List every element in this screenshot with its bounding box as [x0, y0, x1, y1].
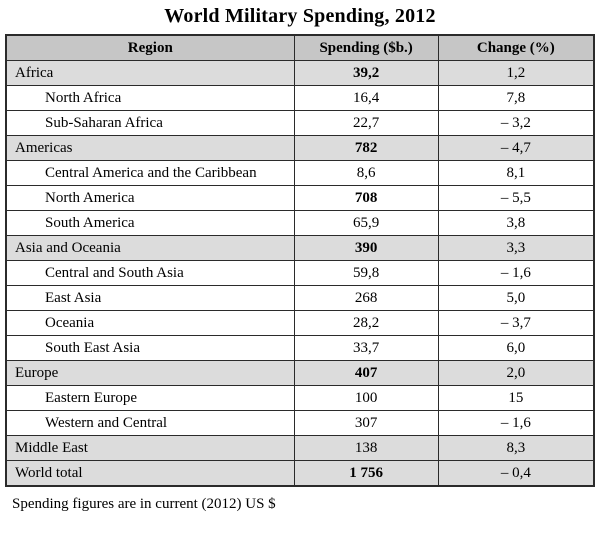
footnote: Spending figures are in current (2012) U…	[12, 496, 276, 512]
region-cell: Middle East	[5, 435, 295, 461]
change-cell: – 1,6	[437, 410, 595, 436]
table-row: Eastern Europe 100 15	[5, 385, 595, 411]
table-row: Asia and Oceania 390 3,3	[5, 235, 595, 261]
table-row: Middle East 138 8,3	[5, 435, 595, 461]
change-cell: 3,3	[437, 235, 595, 261]
region-cell: Oceania	[5, 310, 295, 336]
table-header-row: Region Spending ($b.) Change (%)	[5, 34, 595, 61]
region-cell: Central and South Asia	[5, 260, 295, 286]
region-cell: Sub-Saharan Africa	[5, 110, 295, 136]
change-cell: – 3,2	[437, 110, 595, 136]
region-cell: Americas	[5, 135, 295, 161]
region-cell: North America	[5, 185, 295, 211]
spending-cell: 28,2	[293, 310, 439, 336]
spending-table: Region Spending ($b.) Change (%) Africa …	[5, 34, 595, 487]
table-row: Central America and the Caribbean 8,6 8,…	[5, 160, 595, 186]
spending-cell: 16,4	[293, 85, 439, 111]
table-row: Sub-Saharan Africa 22,7 – 3,2	[5, 110, 595, 136]
table-row: North Africa 16,4 7,8	[5, 85, 595, 111]
table-row: North America 708 – 5,5	[5, 185, 595, 211]
change-cell: 15	[437, 385, 595, 411]
region-cell: Western and Central	[5, 410, 295, 436]
change-cell: 8,1	[437, 160, 595, 186]
change-cell: – 5,5	[437, 185, 595, 211]
table-row: Oceania 28,2 – 3,7	[5, 310, 595, 336]
region-cell: Europe	[5, 360, 295, 386]
column-header-change: Change (%)	[437, 34, 595, 61]
change-cell: 3,8	[437, 210, 595, 236]
table-row: Europe 407 2,0	[5, 360, 595, 386]
spending-cell: 65,9	[293, 210, 439, 236]
spending-cell: 33,7	[293, 335, 439, 361]
column-header-region: Region	[5, 34, 295, 61]
table-row: South East Asia 33,7 6,0	[5, 335, 595, 361]
spending-cell: 390	[293, 235, 439, 261]
change-cell: 5,0	[437, 285, 595, 311]
change-cell: 2,0	[437, 360, 595, 386]
spending-cell: 59,8	[293, 260, 439, 286]
change-cell: – 1,6	[437, 260, 595, 286]
change-cell: – 3,7	[437, 310, 595, 336]
region-cell: Africa	[5, 60, 295, 86]
change-cell: – 4,7	[437, 135, 595, 161]
table-row: Western and Central 307 – 1,6	[5, 410, 595, 436]
spending-cell: 782	[293, 135, 439, 161]
spending-cell: 268	[293, 285, 439, 311]
change-cell: 6,0	[437, 335, 595, 361]
region-cell: East Asia	[5, 285, 295, 311]
region-cell: Eastern Europe	[5, 385, 295, 411]
spending-cell: 307	[293, 410, 439, 436]
spending-cell: 138	[293, 435, 439, 461]
spending-cell: 8,6	[293, 160, 439, 186]
table-row: East Asia 268 5,0	[5, 285, 595, 311]
change-cell: – 0,4	[437, 460, 595, 487]
spending-cell: 39,2	[293, 60, 439, 86]
page-title: World Military Spending, 2012	[164, 5, 436, 27]
region-cell: North Africa	[5, 85, 295, 111]
table-row: World total 1 756 – 0,4	[5, 460, 595, 487]
region-cell: South East Asia	[5, 335, 295, 361]
column-header-spending: Spending ($b.)	[293, 34, 439, 61]
spending-cell: 100	[293, 385, 439, 411]
table-row: Central and South Asia 59,8 – 1,6	[5, 260, 595, 286]
spending-cell: 708	[293, 185, 439, 211]
change-cell: 7,8	[437, 85, 595, 111]
table-row: Africa 39,2 1,2	[5, 60, 595, 86]
change-cell: 8,3	[437, 435, 595, 461]
table-row: Americas 782 – 4,7	[5, 135, 595, 161]
table-row: South America 65,9 3,8	[5, 210, 595, 236]
spending-cell: 22,7	[293, 110, 439, 136]
spending-cell: 407	[293, 360, 439, 386]
region-cell: South America	[5, 210, 295, 236]
spending-cell: 1 756	[293, 460, 439, 487]
region-cell: Central America and the Caribbean	[5, 160, 295, 186]
change-cell: 1,2	[437, 60, 595, 86]
region-cell: Asia and Oceania	[5, 235, 295, 261]
region-cell: World total	[5, 460, 295, 487]
